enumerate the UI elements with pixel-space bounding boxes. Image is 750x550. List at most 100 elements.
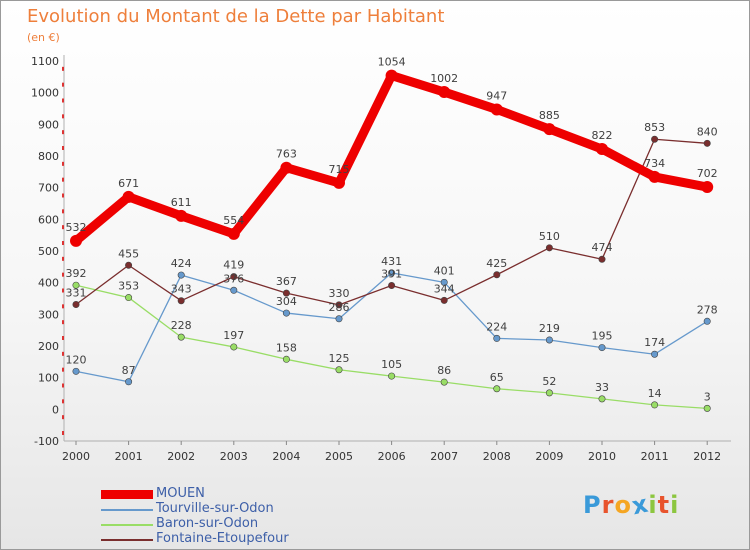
y-tick-label: 400: [38, 277, 59, 290]
legend-swatch: [101, 509, 153, 511]
data-point: [701, 181, 714, 194]
data-label: 715: [329, 163, 350, 176]
data-point: [230, 286, 238, 294]
data-point: [440, 278, 448, 286]
data-point: [177, 333, 185, 341]
data-label: 401: [434, 264, 455, 277]
data-label: 840: [697, 125, 718, 138]
data-label: 353: [118, 280, 139, 293]
data-point: [490, 103, 503, 116]
data-label: 120: [66, 353, 87, 366]
data-point: [72, 281, 80, 289]
data-label: 87: [122, 364, 136, 377]
y-tick-label: 100: [38, 372, 59, 385]
data-point: [70, 234, 82, 247]
data-point: [335, 315, 343, 323]
x-tick-label: 2001: [115, 450, 143, 463]
data-label: 228: [171, 319, 192, 332]
proxiti-logo: Proxiti: [583, 489, 680, 521]
x-tick-label: 2003: [220, 450, 248, 463]
data-point: [125, 294, 133, 302]
x-tick-label: 2006: [378, 450, 406, 463]
data-label: 532: [66, 221, 87, 234]
legend-label: Fontaine-Etoupefour: [156, 531, 289, 546]
data-point: [440, 296, 448, 304]
data-label: 195: [592, 330, 613, 343]
y-tick-label: 200: [38, 340, 59, 353]
series-line-Baron-sur-Odon: [75, 284, 708, 410]
data-point: [703, 317, 711, 325]
data-point: [335, 301, 343, 309]
data-label: 424: [171, 257, 192, 270]
data-label: 3: [704, 390, 711, 403]
data-point: [648, 170, 661, 183]
data-point: [282, 289, 290, 297]
y-tick-label: 1000: [31, 87, 59, 100]
legend-item: Tourville-sur-Odon: [101, 502, 331, 516]
data-label: 853: [644, 121, 665, 134]
data-label: 278: [697, 303, 718, 316]
data-label: 431: [381, 255, 402, 268]
legend-swatch: [101, 524, 153, 526]
data-label: 391: [381, 268, 402, 281]
y-tick-label: 600: [38, 213, 59, 226]
y-tick-label: 800: [38, 150, 59, 163]
data-point: [333, 176, 345, 189]
y-tick-label: 0: [52, 403, 59, 416]
data-label: 474: [592, 241, 613, 254]
data-point: [125, 378, 133, 386]
x-tick-label: 2000: [62, 450, 90, 463]
data-label: 392: [66, 267, 87, 280]
x-tick-label: 2002: [167, 450, 195, 463]
data-label: 734: [644, 157, 665, 170]
data-point: [598, 344, 606, 352]
data-point: [177, 297, 185, 305]
data-label: 33: [595, 381, 609, 394]
data-point: [230, 343, 238, 351]
data-point: [280, 161, 293, 174]
series-line-MOUEN: [71, 71, 712, 246]
data-label: 286: [329, 301, 350, 314]
data-label: 52: [542, 375, 556, 388]
data-point: [703, 404, 711, 412]
data-label: 425: [486, 257, 507, 270]
x-tick-label: 2011: [641, 450, 669, 463]
chart-title: Evolution du Montant de la Dette par Hab…: [27, 6, 445, 27]
data-label: 367: [276, 275, 297, 288]
y-tick-label: 900: [38, 118, 59, 131]
data-point: [543, 123, 556, 136]
data-point: [175, 209, 188, 222]
data-point: [545, 336, 553, 344]
data-point: [282, 309, 290, 317]
data-label: 304: [276, 295, 297, 308]
data-point: [388, 282, 396, 290]
data-point: [493, 385, 501, 393]
data-label: 611: [171, 196, 192, 209]
data-label: 331: [66, 287, 87, 300]
x-tick-label: 2009: [535, 450, 563, 463]
data-point: [440, 378, 448, 386]
legend-swatch: [101, 490, 153, 499]
legend-item: Fontaine-Etoupefour: [101, 532, 331, 546]
chart-unit-label: (en €): [27, 31, 60, 44]
data-point: [651, 401, 659, 409]
data-label: 702: [697, 167, 718, 180]
data-point: [493, 271, 501, 279]
data-point: [598, 255, 606, 263]
data-point: [125, 261, 133, 269]
data-point: [122, 190, 135, 203]
data-label: 65: [490, 371, 504, 384]
data-label: 822: [592, 129, 613, 142]
data-point: [388, 372, 396, 380]
y-tick-label: 1100: [31, 55, 59, 68]
data-label: 330: [329, 287, 350, 300]
data-point: [651, 135, 659, 143]
data-point: [703, 139, 711, 147]
x-tick-label: 2005: [325, 450, 353, 463]
data-point: [545, 244, 553, 252]
data-label: 174: [644, 336, 665, 349]
data-point: [596, 143, 608, 156]
y-tick-label: 500: [38, 245, 59, 258]
